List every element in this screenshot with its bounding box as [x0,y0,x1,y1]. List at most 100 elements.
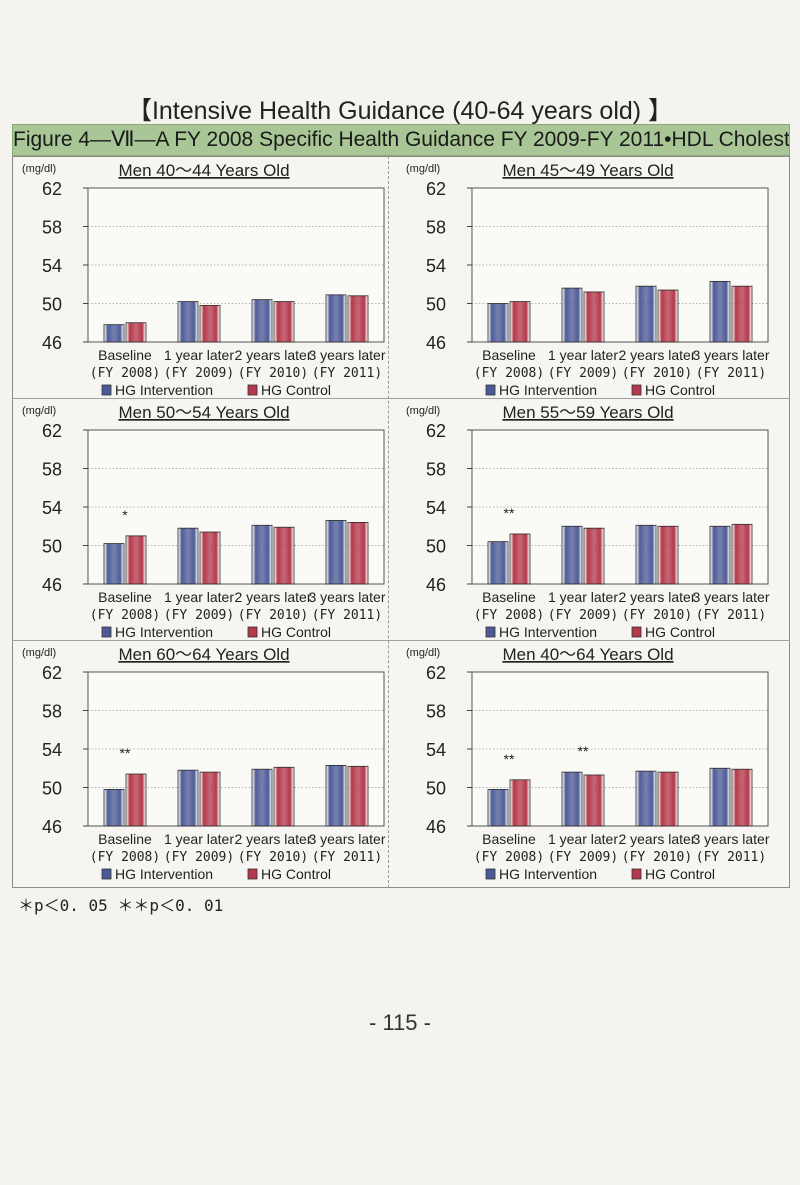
y-tick-label: 54 [42,498,62,518]
x-year-label: (FY 2011) [312,608,382,623]
y-tick-label: 58 [426,218,446,238]
x-year-label: (FY 2011) [312,850,382,865]
chart-title: Men 50～54 Years Old [118,403,289,422]
legend-swatch-control [247,868,258,880]
legend-swatch-control [247,626,258,638]
chart-panel-40-64: (mg/dl) Men 40～64 Years Old 62 58 54 50 46 ** Ba… [396,640,780,882]
x-year-label: (FY 2010) [622,608,692,623]
chart-svg: (mg/dl) Men 55～59 Years Old 62 58 54 50 46 ** Ba… [406,403,770,640]
x-category-label: 2 years later [234,831,311,847]
y-tick-label: 62 [42,421,62,441]
y-tick-label: 46 [42,817,62,837]
legend-label-control: HG Control [261,624,331,640]
bar-control [731,768,753,827]
x-category-label: 2 years later [618,589,695,605]
x-category-label: 3 years later [308,831,385,847]
x-category-label: Baseline [98,831,152,847]
y-tick-label: 50 [42,537,62,557]
y-tick-label: 46 [426,333,446,353]
bar-intervention [325,764,347,827]
legend-label-intervention: HG Intervention [115,624,213,640]
legend-label-control: HG Control [261,382,331,398]
chart-title: Men 60～64 Years Old [118,645,289,664]
significance-marker: * [122,507,128,523]
x-year-label: (FY 2011) [696,366,766,381]
bar-control [731,285,753,343]
legend-swatch-control [631,626,642,638]
legend-swatch-intervention [485,626,496,638]
chart-panel-40-44: (mg/dl) Men 40～44 Years Old 62 58 54 50 46 Base… [12,156,396,398]
unit-label: (mg/dl) [406,163,440,175]
x-year-label: (FY 2009) [164,850,234,865]
y-tick-label: 54 [426,498,446,518]
x-category-label: 3 years later [692,347,769,363]
legend-swatch-intervention [485,868,496,880]
chart-title: Men 45～49 Years Old [502,161,673,180]
x-year-label: (FY 2008) [474,850,544,865]
unit-label: (mg/dl) [22,405,56,417]
x-category-label: 1 year later [164,589,234,605]
y-tick-label: 54 [426,740,446,760]
x-year-label: (FY 2009) [548,366,618,381]
bar-control [509,533,531,585]
y-tick-label: 58 [42,702,62,722]
y-tick-label: 50 [426,537,446,557]
bar-control [125,773,147,827]
significance-marker: ** [578,743,589,759]
unit-label: (mg/dl) [22,647,56,659]
y-tick-label: 62 [42,663,62,683]
bar-control [125,322,147,343]
bar-intervention [325,520,347,585]
unit-label: (mg/dl) [406,405,440,417]
legend-label-intervention: HG Intervention [499,382,597,398]
x-year-label: (FY 2010) [238,608,308,623]
x-category-label: 1 year later [164,347,234,363]
y-tick-label: 50 [42,779,62,799]
bar-intervention [709,767,731,827]
bar-control [273,301,295,343]
bar-intervention [561,771,583,827]
x-category-label: Baseline [482,589,536,605]
bar-control [583,291,605,343]
y-tick-label: 46 [42,333,62,353]
x-category-label: 3 years later [692,589,769,605]
x-year-label: (FY 2009) [164,366,234,381]
vertical-divider [388,156,389,888]
y-tick-label: 62 [42,179,62,199]
x-year-label: (FY 2011) [696,850,766,865]
x-category-label: 1 year later [548,347,618,363]
bar-control [347,522,369,585]
bar-intervention [487,789,509,827]
significance-marker: ** [504,751,515,767]
bar-control [199,531,221,585]
bar-intervention [103,789,125,827]
figure-subtitle: Figure 4—Ⅶ—A FY 2008 Specific Health Gui… [12,124,790,156]
bar-control [583,527,605,585]
x-category-label: 2 years later [234,347,311,363]
horizontal-divider [12,398,790,399]
bar-control [657,771,679,827]
legend-label-intervention: HG Intervention [499,866,597,882]
y-tick-label: 58 [426,702,446,722]
x-category-label: 3 years later [692,831,769,847]
x-year-label: (FY 2010) [622,850,692,865]
legend-label-control: HG Control [645,382,715,398]
bar-intervention [709,280,731,343]
bar-intervention [103,543,125,585]
unit-label: (mg/dl) [406,647,440,659]
bar-intervention [177,769,199,827]
x-category-label: Baseline [482,831,536,847]
y-tick-label: 50 [426,295,446,315]
x-year-label: (FY 2010) [238,850,308,865]
bar-intervention [487,303,509,343]
x-category-label: Baseline [98,347,152,363]
bar-intervention [103,324,125,343]
bar-intervention [325,294,347,343]
y-tick-label: 62 [426,179,446,199]
bar-control [273,766,295,827]
chart-title: Men 55～59 Years Old [502,403,673,422]
bar-control [657,525,679,585]
x-category-label: 2 years later [618,831,695,847]
bar-control [199,305,221,343]
significance-footnote: ＊p＜0. 05 ＊＊p＜0. 01 [18,896,224,915]
